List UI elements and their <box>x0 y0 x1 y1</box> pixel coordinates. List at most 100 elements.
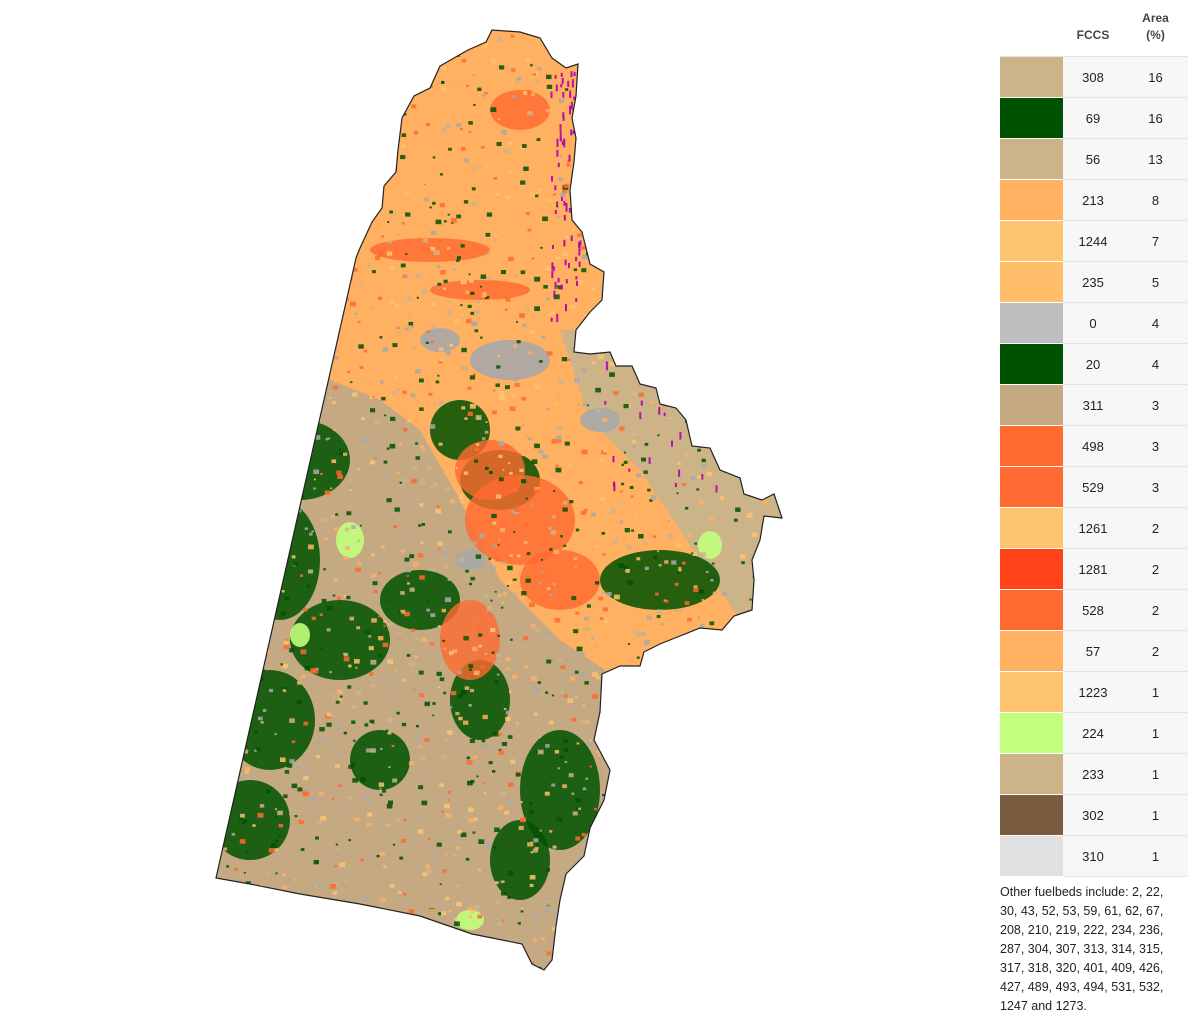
raster-pixel <box>355 666 358 669</box>
raster-pixel <box>332 594 336 597</box>
raster-pixel <box>369 719 375 724</box>
raster-pixel <box>738 50 744 56</box>
raster-pixel <box>711 562 715 565</box>
raster-pixel <box>392 390 398 395</box>
raster-pixel <box>392 212 397 216</box>
raster-pixel <box>630 156 636 161</box>
region-map-svg <box>215 29 789 971</box>
raster-pixel <box>441 551 447 556</box>
raster-pixel <box>691 179 696 183</box>
raster-pixel <box>428 486 433 490</box>
raster-pixel <box>236 540 240 543</box>
raster-pixel <box>655 633 659 636</box>
raster-pixel <box>783 921 785 923</box>
raster-pixel <box>539 360 543 363</box>
raster-pixel <box>701 222 706 226</box>
raster-pixel <box>739 554 746 559</box>
raster-pixel <box>300 291 306 296</box>
raster-pixel <box>411 104 417 109</box>
raster-pixel <box>326 280 329 283</box>
raster-pixel <box>329 671 332 674</box>
raster-pixel <box>330 114 334 117</box>
raster-pixel <box>530 851 534 854</box>
raster-pixel <box>554 617 561 623</box>
raster-pixel <box>592 121 599 127</box>
raster-pixel <box>275 384 280 388</box>
raster-pixel <box>244 171 248 175</box>
raster-pixel <box>629 960 635 966</box>
raster-pixel <box>326 712 332 717</box>
raster-pixel <box>317 207 321 210</box>
raster-pixel <box>562 189 567 194</box>
raster-pixel <box>345 265 351 270</box>
raster-pixel <box>339 695 343 698</box>
raster-pixel <box>567 311 573 316</box>
raster-pixel <box>735 284 740 288</box>
raster-pixel <box>725 401 731 406</box>
raster-pixel <box>782 634 787 638</box>
raster-pixel <box>633 118 638 122</box>
raster-pixel <box>604 878 610 882</box>
raster-pixel <box>447 247 450 250</box>
purple-pixel <box>556 201 559 206</box>
raster-pixel <box>658 843 663 848</box>
raster-pixel <box>718 91 722 94</box>
raster-pixel <box>519 313 525 318</box>
raster-pixel <box>605 330 611 336</box>
raster-pixel <box>754 761 761 766</box>
raster-pixel <box>676 291 681 295</box>
legend-row: 233 1 <box>1000 753 1188 795</box>
raster-pixel <box>749 598 752 601</box>
raster-pixel <box>248 647 254 652</box>
raster-pixel <box>335 700 340 704</box>
raster-pixel <box>495 881 499 885</box>
raster-pixel <box>281 196 285 199</box>
raster-pixel <box>530 64 533 67</box>
raster-pixel <box>773 211 776 213</box>
raster-pixel <box>379 793 383 796</box>
raster-pixel <box>592 323 598 328</box>
raster-pixel <box>218 270 225 276</box>
raster-pixel <box>453 917 458 921</box>
raster-pixel <box>567 698 574 703</box>
raster-pixel <box>630 103 634 106</box>
raster-pixel <box>316 754 321 759</box>
raster-pixel <box>220 96 226 100</box>
raster-pixel <box>767 789 773 795</box>
raster-pixel <box>343 57 347 60</box>
raster-pixel <box>752 379 757 383</box>
raster-pixel <box>220 320 223 323</box>
raster-pixel <box>695 181 700 185</box>
raster-pixel <box>624 871 627 874</box>
raster-pixel <box>515 722 519 725</box>
raster-pixel <box>435 855 440 860</box>
raster-pixel <box>746 275 751 280</box>
raster-pixel <box>281 349 286 353</box>
raster-pixel <box>669 824 673 827</box>
raster-pixel <box>655 850 658 852</box>
legend-row: 69 16 <box>1000 97 1188 139</box>
raster-pixel <box>226 865 230 868</box>
raster-pixel <box>785 915 789 919</box>
raster-pixel <box>505 385 510 390</box>
raster-pixel <box>363 206 369 211</box>
raster-pixel <box>488 761 493 765</box>
raster-pixel <box>609 958 616 964</box>
raster-pixel <box>420 445 425 449</box>
raster-pixel <box>611 889 617 894</box>
raster-pixel <box>756 652 762 657</box>
raster-pixel <box>491 59 497 64</box>
raster-pixel <box>771 748 775 751</box>
raster-pixel <box>738 633 742 636</box>
raster-pixel <box>403 892 407 896</box>
raster-pixel <box>523 636 529 641</box>
raster-pixel <box>265 789 271 794</box>
raster-pixel <box>703 280 707 283</box>
raster-pixel <box>289 813 292 815</box>
raster-pixel <box>287 94 292 98</box>
raster-pixel <box>609 321 613 324</box>
raster-pixel <box>529 810 534 814</box>
raster-pixel <box>671 845 676 849</box>
raster-pixel <box>351 117 357 121</box>
raster-pixel <box>238 603 243 607</box>
